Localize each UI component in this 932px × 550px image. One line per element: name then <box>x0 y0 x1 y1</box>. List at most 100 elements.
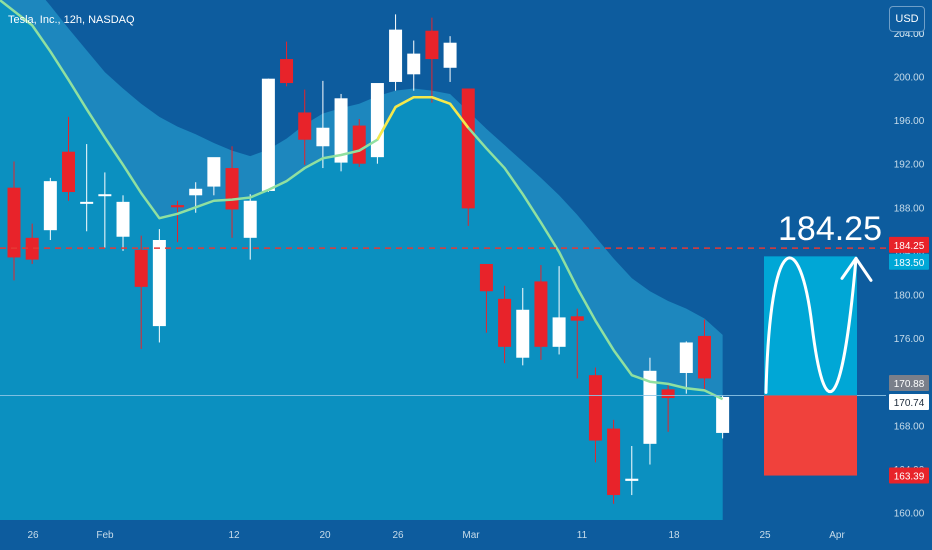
candle-body <box>607 428 621 496</box>
candle-body <box>80 201 94 204</box>
y-tick-label: 200.00 <box>894 73 925 84</box>
candle-32[interactable] <box>588 367 602 463</box>
candle-33[interactable] <box>607 419 621 504</box>
candle-body <box>116 201 130 237</box>
candle-20[interactable] <box>370 83 384 164</box>
candle-body <box>298 112 312 140</box>
x-tick-label: Apr <box>829 530 845 541</box>
candle-4[interactable] <box>80 144 94 232</box>
ma-highlight-segment <box>376 95 470 141</box>
candle-body <box>407 53 421 75</box>
arrow-head <box>840 256 873 282</box>
candle-26[interactable] <box>479 263 493 333</box>
candle-38[interactable] <box>697 319 711 392</box>
candle-21[interactable] <box>389 14 403 91</box>
candle-24[interactable] <box>443 36 457 82</box>
candle-28[interactable] <box>516 287 530 366</box>
candle-body <box>498 298 512 347</box>
candle-31[interactable] <box>570 308 584 379</box>
candle-6[interactable] <box>116 195 130 251</box>
candle-body <box>152 240 166 327</box>
candle-body <box>389 29 403 82</box>
price-tag-text: 184.25 <box>894 241 925 252</box>
candle-34[interactable] <box>625 446 639 496</box>
envelope-lower-band <box>0 0 723 520</box>
y-tick-label: 204.00 <box>894 29 925 40</box>
x-tick-label: 18 <box>668 530 680 541</box>
x-tick-label: 26 <box>27 530 39 541</box>
x-tick-label: Feb <box>96 530 114 541</box>
candle-35[interactable] <box>643 357 657 465</box>
candle-16[interactable] <box>298 89 312 165</box>
candle-29[interactable] <box>534 265 548 360</box>
candle-27[interactable] <box>498 285 512 364</box>
candle-body <box>207 157 221 187</box>
candle-body <box>98 194 112 197</box>
candle-9[interactable] <box>171 200 185 243</box>
candle-17[interactable] <box>316 80 330 169</box>
candle-body <box>588 375 602 441</box>
time-axis[interactable]: 26 Feb 12 20 26 Mar 11 18 25 Apr <box>27 530 845 541</box>
x-tick-label: 11 <box>577 530 588 541</box>
candle-body <box>243 200 257 238</box>
x-tick-label: Mar <box>462 530 480 541</box>
y-tick-label: 204.00 <box>894 29 925 40</box>
candle-body <box>479 263 493 292</box>
candle-body <box>334 98 348 163</box>
x-tick-label: 25 <box>759 530 771 541</box>
candle-3[interactable] <box>62 116 76 201</box>
candle-1[interactable] <box>25 223 39 264</box>
candle-8[interactable] <box>152 229 166 343</box>
candle-18[interactable] <box>334 93 348 172</box>
y-tick-label: 180.00 <box>894 291 925 302</box>
candle-22[interactable] <box>407 40 421 91</box>
price-tag-text: 170.74 <box>894 398 925 409</box>
candlestick-series[interactable] <box>7 14 730 504</box>
candle-36[interactable] <box>661 382 675 432</box>
moving-average-line <box>0 0 724 401</box>
ma-line <box>0 0 724 401</box>
candle-body <box>443 42 457 68</box>
price-tag-text: 170.88 <box>894 379 925 390</box>
price-tag-170-88: 170.88 <box>889 375 929 392</box>
candle-25[interactable] <box>461 88 475 226</box>
price-axis-labels: 184.25 183.50 170.88 170.74 163.39 <box>889 236 929 484</box>
y-tick-label: 196.00 <box>894 116 925 127</box>
candle-body <box>697 335 711 379</box>
stop-zone[interactable] <box>764 395 857 476</box>
candle-7[interactable] <box>134 235 148 349</box>
candle-5[interactable] <box>98 172 112 248</box>
candle-15[interactable] <box>280 41 294 87</box>
candle-body <box>62 151 76 193</box>
x-tick-label: 26 <box>392 530 404 541</box>
symbol-title: Tesla, Inc., 12h, NASDAQ <box>8 14 135 26</box>
y-tick-label: 168.00 <box>894 421 925 432</box>
candle-0[interactable] <box>7 161 21 281</box>
candle-23[interactable] <box>425 17 439 103</box>
candle-13[interactable] <box>243 194 257 260</box>
candle-body <box>280 59 294 84</box>
price-tag-bg <box>889 253 929 270</box>
candle-37[interactable] <box>679 341 693 394</box>
candle-14[interactable] <box>261 78 275 193</box>
candle-body <box>134 249 148 287</box>
candle-39[interactable] <box>716 395 730 439</box>
currency-button[interactable]: USD <box>889 6 925 32</box>
candle-body <box>679 342 693 373</box>
candle-body <box>370 83 384 158</box>
y-tick-label: 160.00 <box>894 509 925 520</box>
y-tick-label: 176.00 <box>894 334 925 345</box>
y-tick-label: 188.00 <box>894 203 925 214</box>
candle-body <box>316 127 330 147</box>
long-position-tool[interactable]: 184.25 <box>764 210 882 476</box>
x-tick-label: 12 <box>228 530 240 541</box>
price-tag-184-25: 184.25 <box>889 236 929 253</box>
candle-30[interactable] <box>552 266 566 355</box>
candle-body <box>43 181 57 231</box>
candle-11[interactable] <box>207 157 221 196</box>
candle-2[interactable] <box>43 177 57 240</box>
y-tick-label: 192.00 <box>894 160 925 171</box>
candle-body <box>352 125 366 164</box>
candle-19[interactable] <box>352 119 366 167</box>
